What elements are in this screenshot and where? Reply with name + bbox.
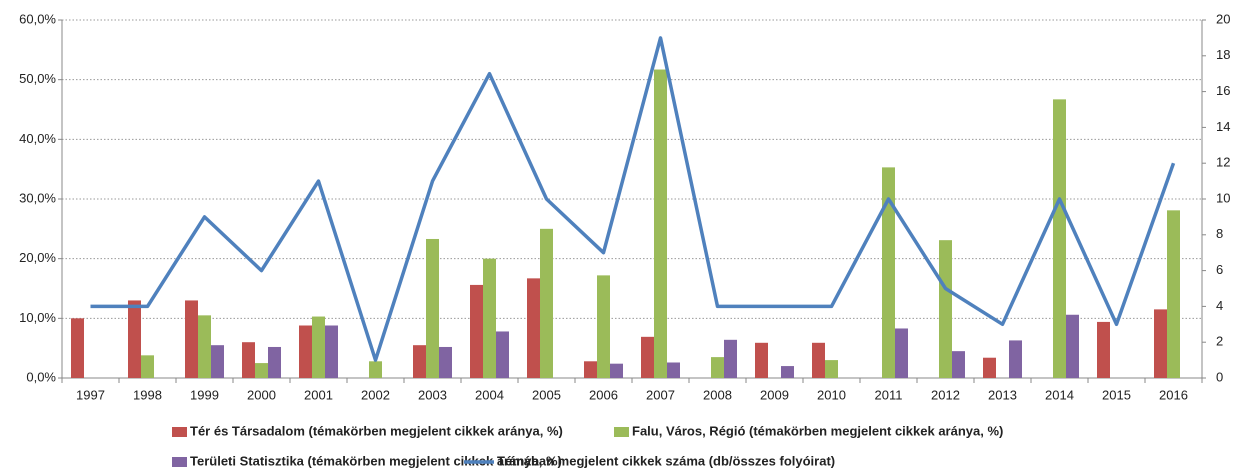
legend-label: Falu, Város, Régió (témakörben megjelent… [632,423,1003,438]
x-tick-label: 2005 [532,387,561,402]
x-tick-label: 1997 [76,387,105,402]
bar [312,316,325,378]
x-tick-label: 2014 [1045,387,1074,402]
y2-tick-label: 14 [1216,119,1230,134]
y-tick-label: 0,0% [26,369,56,384]
bar [641,336,654,378]
y-tick-label: 10,0% [19,310,56,325]
y2-tick-label: 8 [1216,226,1223,241]
bar [654,69,667,379]
bar [527,278,540,378]
x-tick-label: 2000 [247,387,276,402]
bar [1066,314,1079,378]
y2-tick-label: 6 [1216,262,1223,277]
bar [211,345,224,378]
bar [597,275,610,378]
bar [128,300,141,378]
bar [71,318,84,378]
bar [1009,340,1022,378]
bar [413,345,426,378]
bar [755,342,768,378]
x-tick-label: 2002 [361,387,390,402]
bar [369,361,382,378]
x-tick-label: 2015 [1102,387,1131,402]
bar [242,342,255,378]
bar [426,238,439,378]
y2-tick-label: 0 [1216,369,1223,384]
y2-tick-label: 20 [1216,11,1230,26]
bar [667,362,680,378]
y2-tick-label: 2 [1216,334,1223,349]
bar [895,328,908,378]
bar [325,325,338,378]
bar [185,300,198,378]
bar [610,363,623,378]
bar [496,331,509,378]
bar [724,339,737,378]
x-tick-label: 2003 [418,387,447,402]
legend-label: Témában megjelent cikkek száma (db/össze… [497,453,835,468]
y2-tick-label: 12 [1216,155,1230,170]
x-tick-label: 2013 [988,387,1017,402]
x-tick-label: 2012 [931,387,960,402]
y-tick-label: 20,0% [19,250,56,265]
y2-tick-label: 4 [1216,298,1223,313]
x-tick-label: 2016 [1159,387,1188,402]
x-tick-label: 1999 [190,387,219,402]
bar [299,325,312,378]
bar [939,240,952,378]
bar [882,167,895,378]
y-tick-label: 30,0% [19,190,56,205]
line [90,36,1176,362]
legend-label: Tér és Társadalom (témakörben megjelent … [190,423,563,438]
x-tick-label: 2007 [646,387,675,402]
x-tick-label: 1998 [133,387,162,402]
bar [711,357,724,378]
bar [268,346,281,378]
bar [141,355,154,378]
y-tick-label: 40,0% [19,131,56,146]
x-tick-label: 2011 [875,387,903,402]
bar [483,258,496,378]
bar [540,228,553,378]
bar [439,346,452,378]
bar [983,357,996,378]
y-tick-label: 60,0% [19,11,56,26]
legend-swatch [172,427,187,437]
bar [1097,321,1110,378]
y2-tick-label: 10 [1216,190,1230,205]
bar [470,284,483,378]
x-tick-label: 2004 [475,387,504,402]
x-tick-label: 2008 [703,387,732,402]
x-tick-label: 2006 [589,387,618,402]
y2-tick-label: 18 [1216,47,1230,62]
bar [1154,309,1167,378]
legend-swatch [172,457,187,467]
legend-swatch [614,427,629,437]
y2-tick-label: 16 [1216,83,1230,98]
y-tick-label: 50,0% [19,71,56,86]
bar [1167,210,1180,378]
bar [952,351,965,378]
bar [584,361,597,378]
bar [825,360,838,378]
x-tick-label: 2009 [760,387,789,402]
bar [255,363,268,378]
legend-label: Területi Statisztika (témakörben megjele… [190,453,562,468]
bar [812,342,825,378]
x-tick-label: 2010 [817,387,846,402]
bar [781,366,794,378]
bar [1053,99,1066,379]
bar [198,315,211,378]
x-tick-label: 2001 [304,387,333,402]
